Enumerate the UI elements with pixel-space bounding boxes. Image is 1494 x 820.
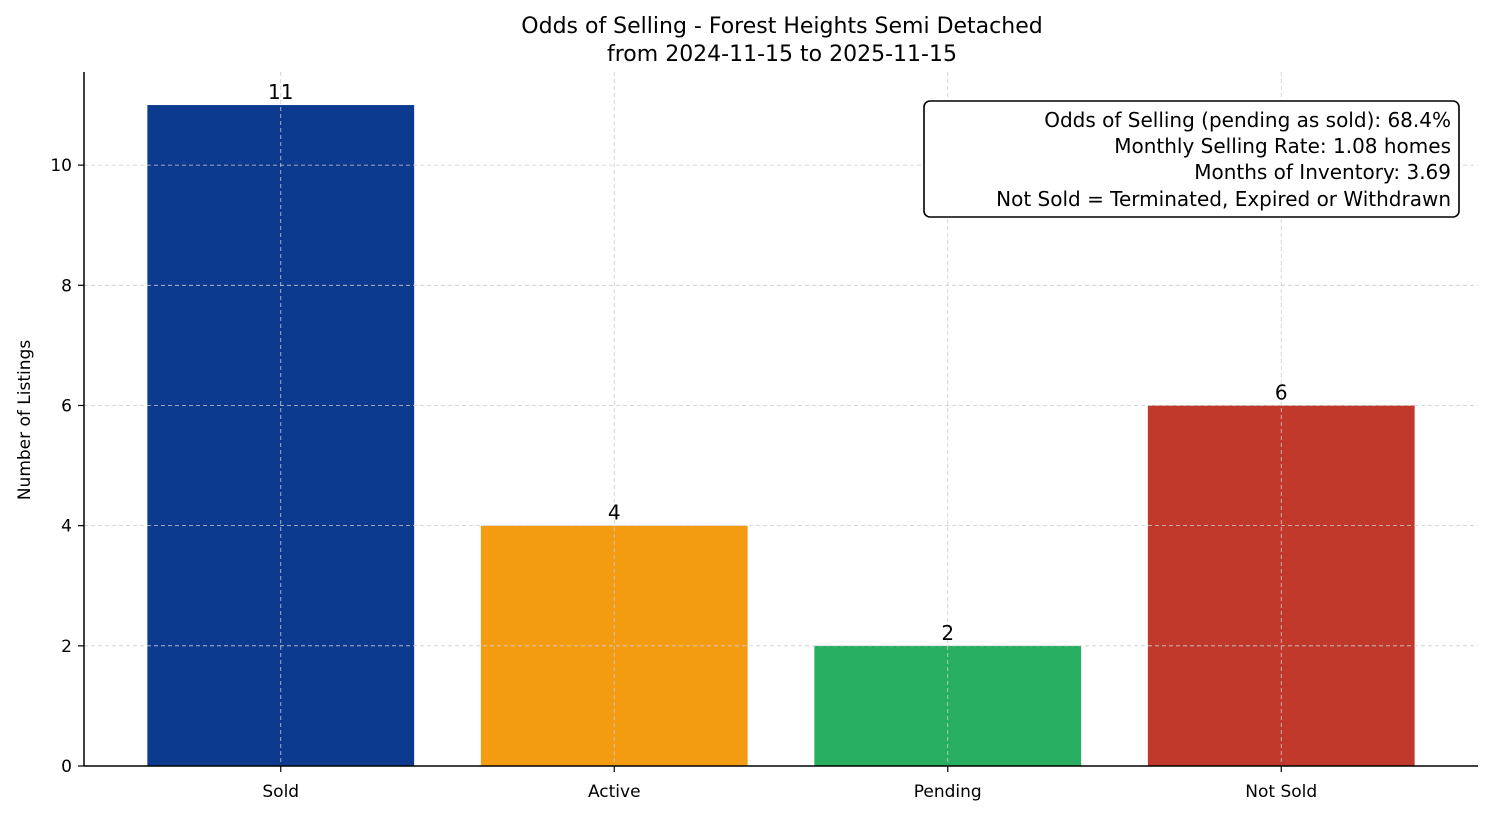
data-label: 2 xyxy=(941,621,954,645)
x-tick-label: Not Sold xyxy=(1245,782,1317,802)
bar-sold xyxy=(147,105,415,767)
x-tick-label: Active xyxy=(588,782,641,802)
chart-subtitle: from 2024-11-15 to 2025-11-15 xyxy=(607,42,957,67)
x-tick-label: Sold xyxy=(262,782,299,802)
chart-title: Odds of Selling - Forest Heights Semi De… xyxy=(521,14,1042,39)
y-tick-label: 2 xyxy=(61,637,72,657)
annotation-line: Months of Inventory: 3.69 xyxy=(1194,160,1451,184)
annotation-frame xyxy=(923,100,1460,218)
y-axis-label: Number of Listings xyxy=(15,340,35,500)
y-tick-label: 0 xyxy=(61,757,72,777)
y-tick-label: 6 xyxy=(61,396,72,416)
y-tick-label: 4 xyxy=(61,517,72,537)
annotation-line: Monthly Selling Rate: 1.08 homes xyxy=(1114,134,1451,158)
annotation-box: Odds of Selling (pending as sold): 68.4%… xyxy=(923,100,1460,218)
x-tick-label: Pending xyxy=(914,782,982,802)
y-tick-label: 10 xyxy=(50,156,72,176)
data-label: 11 xyxy=(268,80,293,104)
y-tick-label: 8 xyxy=(61,276,72,296)
annotation-line: Odds of Selling (pending as sold): 68.4% xyxy=(1044,108,1451,132)
annotation-line: Not Sold = Terminated, Expired or Withdr… xyxy=(996,187,1451,211)
data-label: 6 xyxy=(1275,380,1288,404)
data-label: 4 xyxy=(608,501,621,525)
